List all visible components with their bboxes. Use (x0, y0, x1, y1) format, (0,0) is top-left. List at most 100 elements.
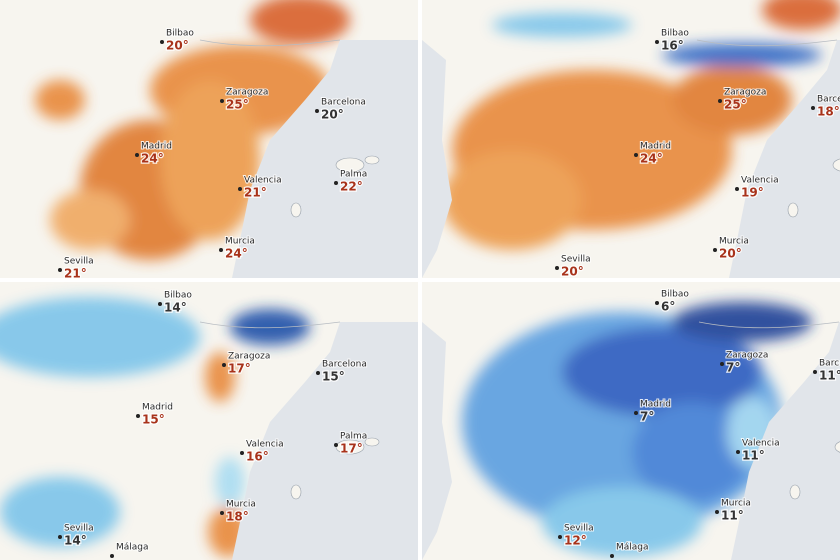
city-dot (555, 266, 559, 270)
field-blob (442, 150, 582, 250)
island (789, 484, 801, 500)
temperature-field (442, 0, 840, 250)
city-name: Barce (817, 95, 840, 105)
island (834, 441, 840, 453)
city-temperature: 21° (244, 186, 267, 200)
city-name: Madrid (141, 142, 172, 152)
city-dot (655, 301, 659, 305)
city-name: Murcia (226, 500, 256, 510)
city-name: Sevilla (64, 524, 94, 534)
island (787, 202, 799, 218)
city-temperature: 15° (142, 413, 165, 427)
city-temperature: 7° (640, 410, 654, 424)
city-dot (238, 187, 242, 191)
sea (232, 322, 418, 560)
city-dot (135, 153, 139, 157)
city-temperature: 11° (721, 509, 744, 523)
city-dot (58, 535, 62, 539)
city-temperature: 25° (724, 98, 747, 112)
city-dot (315, 109, 319, 113)
city-temperature: 24° (640, 152, 663, 166)
city-name: Málaga (616, 543, 649, 553)
city-name: Madrid (142, 403, 173, 413)
border (698, 321, 840, 329)
city-name: Sevilla (64, 257, 94, 267)
island (335, 157, 365, 173)
city-dot (720, 362, 724, 366)
city-name: Madrid (640, 400, 671, 410)
sea-west (422, 322, 452, 560)
city-name: Sevilla (561, 255, 591, 265)
city-temperature: 17° (228, 362, 251, 376)
city-temperature: 11° (742, 449, 765, 463)
city-dot (58, 268, 62, 272)
city-temperature: 18° (817, 105, 840, 119)
city-name: Murcia (719, 237, 749, 247)
field-blob (632, 402, 752, 502)
temperature-field (35, 0, 350, 260)
temperature-field (462, 302, 812, 557)
city-name: Zaragoza (228, 352, 270, 362)
city-name: Barcelona (321, 98, 366, 108)
island (364, 155, 380, 165)
city-temperature: 20° (321, 108, 344, 122)
city-name: Bilbao (166, 29, 194, 39)
city-name: Valencia (741, 176, 779, 186)
city-name: Barc (819, 359, 839, 369)
city-dot (222, 363, 226, 367)
city-temperature: 12° (564, 534, 587, 548)
city-temperature: 22° (340, 180, 363, 194)
city-temperature: 19° (741, 186, 764, 200)
city-temperature: 15° (322, 370, 345, 384)
city-dot (718, 99, 722, 103)
city-temperature: 18° (226, 510, 249, 524)
city-name: Valencia (244, 176, 282, 186)
city-temperature: 21° (64, 267, 87, 281)
field-blob (50, 190, 130, 250)
island (290, 202, 302, 218)
field-blob (662, 43, 822, 67)
field-blob (672, 302, 812, 342)
city-dot (634, 411, 638, 415)
city-dot (713, 248, 717, 252)
city-name: Sevilla (564, 524, 594, 534)
city-name: Bilbao (661, 290, 689, 300)
city-dot (735, 187, 739, 191)
city-temperature: 20° (719, 247, 742, 261)
city-temperature: 14° (164, 301, 187, 315)
field-blob (0, 297, 200, 377)
city-temperature: 25° (226, 98, 249, 112)
city-name: Palma (340, 432, 367, 442)
city-temperature: 14° (64, 534, 87, 548)
city-dot (160, 40, 164, 44)
city-name: Murcia (721, 499, 751, 509)
city-dot (219, 248, 223, 252)
city-temperature: 6° (661, 300, 675, 314)
city-name: Bilbao (661, 29, 689, 39)
city-temperature: 16° (661, 39, 684, 53)
field-blob (562, 327, 762, 417)
city-dot (316, 371, 320, 375)
field-blob (672, 65, 792, 135)
city-temperature: 24° (141, 152, 164, 166)
border (696, 39, 838, 47)
city-dot (220, 511, 224, 515)
border (199, 39, 341, 47)
city-name: Bilbao (164, 291, 192, 301)
city-name: Barcelona (322, 360, 367, 370)
city-name: Zaragoza (726, 351, 768, 361)
city-name: Zaragoza (226, 88, 268, 98)
city-temperature: 16° (246, 450, 269, 464)
city-name: Valencia (742, 439, 780, 449)
city-temperature: 11° (819, 369, 840, 383)
sea (731, 322, 840, 560)
field-blob (215, 457, 245, 507)
border (199, 321, 341, 329)
sea (232, 40, 418, 278)
city-dot (334, 181, 338, 185)
